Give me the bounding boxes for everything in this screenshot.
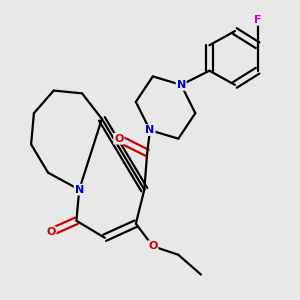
Text: N: N bbox=[176, 80, 186, 90]
Text: O: O bbox=[148, 241, 158, 251]
Text: N: N bbox=[146, 125, 154, 135]
Text: N: N bbox=[75, 184, 84, 195]
Text: F: F bbox=[254, 15, 261, 25]
Text: O: O bbox=[46, 227, 56, 237]
Text: O: O bbox=[114, 134, 124, 144]
